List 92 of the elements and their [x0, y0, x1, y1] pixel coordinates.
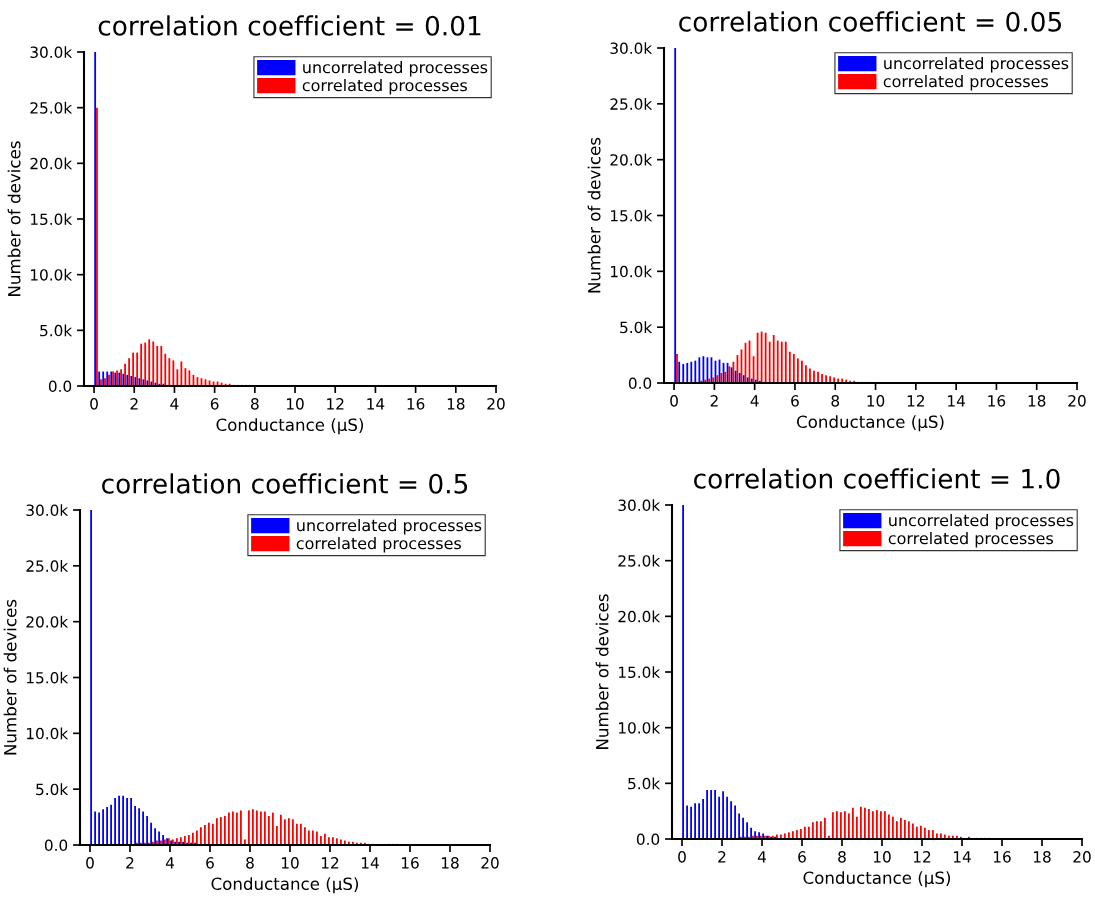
x-axis-title: Conductance (µS): [211, 877, 359, 894]
x-tick-label: 8: [838, 851, 846, 863]
x-tick-label: 10: [286, 398, 304, 410]
y-tick-label: 0.0: [44, 839, 68, 852]
y-tick-label: 5.0k: [36, 783, 69, 796]
y-tick-label: 30.0k: [26, 504, 69, 517]
x-tick-label: 18: [1033, 851, 1051, 863]
y-tick-label: 10.0k: [611, 265, 653, 278]
x-tick-label: 14: [953, 851, 971, 863]
x-tick-label: 2: [130, 398, 138, 410]
y-tick-label: 25.0k: [610, 98, 653, 110]
x-axis-title: Conductance (µS): [796, 415, 944, 432]
y-axis-title: Number of devices: [587, 137, 601, 293]
y-tick-label: 25.0k: [618, 554, 661, 567]
x-tick-label: 12: [321, 857, 339, 869]
x-tick-label: 12: [907, 395, 925, 407]
y-tick-label: 15.0k: [27, 671, 69, 684]
x-tick-label: 4: [750, 395, 759, 407]
x-tick-label: 6: [210, 398, 219, 410]
chart-title: correlation coefficient = 0.5: [102, 473, 468, 494]
chart-title: correlation coefficient = 0.05: [679, 11, 1061, 32]
x-tick-label: 6: [206, 857, 214, 869]
y-tick-label: 30.0k: [618, 499, 661, 512]
x-tick-label: 10: [873, 851, 891, 863]
x-tick-label: 8: [251, 398, 259, 410]
y-tick-label: 25.0k: [26, 560, 69, 572]
legend-label: correlated processes: [883, 74, 1048, 91]
legend-label: uncorrelated processes: [297, 518, 482, 535]
x-tick-label: 4: [170, 398, 179, 410]
chart-title: correlation coefficient = 0.01: [98, 15, 481, 36]
x-tick-label: 16: [401, 857, 419, 869]
y-tick-label: 20.0k: [618, 610, 661, 623]
x-tick-label: 0: [86, 857, 94, 869]
chart-title: correlation coefficient = 1.0: [694, 468, 1060, 489]
y-tick-label: 0.0: [628, 377, 652, 390]
x-tick-label: 8: [831, 395, 840, 407]
x-tick-label: 2: [710, 395, 718, 407]
x-tick-label: 0: [670, 395, 678, 407]
x-tick-label: 16: [407, 398, 425, 410]
y-axis-title: Number of devices: [7, 141, 21, 296]
y-tick-label: 30.0k: [610, 42, 653, 55]
x-axis-title: Conductance (µS): [216, 418, 364, 435]
x-tick-label: 2: [126, 857, 134, 869]
y-tick-label: 15.0k: [611, 209, 653, 222]
x-tick-label: 8: [246, 857, 254, 869]
y-tick-label: 5.0k: [628, 777, 661, 790]
y-tick-label: 10.0k: [27, 727, 69, 740]
legend-label: uncorrelated processes: [889, 513, 1074, 530]
x-tick-label: 20: [481, 857, 499, 869]
y-axis-title: Number of devices: [3, 599, 17, 755]
x-tick-label: 18: [1028, 395, 1046, 407]
x-tick-label: 2: [718, 851, 726, 863]
legend-label: correlated processes: [302, 78, 467, 95]
x-tick-label: 10: [867, 395, 885, 407]
y-tick-label: 10.0k: [31, 268, 73, 281]
y-tick-label: 0.0: [48, 380, 72, 393]
y-tick-label: 15.0k: [619, 666, 661, 679]
x-tick-label: 0: [90, 398, 98, 410]
x-tick-label: 14: [367, 398, 385, 410]
y-tick-label: 0.0: [636, 833, 660, 846]
x-tick-label: 0: [678, 851, 686, 863]
x-tick-label: 6: [791, 395, 799, 407]
y-tick-label: 30.0k: [30, 46, 73, 59]
y-tick-label: 15.0k: [31, 213, 73, 226]
y-tick-label: 5.0k: [40, 324, 73, 337]
x-tick-label: 14: [948, 395, 965, 407]
legend-label: uncorrelated processes: [884, 56, 1069, 73]
x-tick-label: 12: [913, 851, 931, 863]
x-tick-label: 4: [165, 857, 174, 869]
x-tick-label: 10: [281, 857, 299, 869]
x-tick-label: 6: [798, 851, 806, 863]
x-tick-label: 4: [757, 851, 766, 863]
x-tick-label: 20: [1068, 395, 1086, 407]
legend-label: uncorrelated processes: [303, 60, 488, 77]
x-tick-label: 16: [993, 851, 1011, 863]
x-axis-title: Conductance (µS): [803, 871, 951, 888]
x-tick-label: 20: [487, 398, 505, 410]
legend-label: correlated processes: [888, 531, 1053, 548]
y-tick-label: 20.0k: [30, 157, 73, 170]
y-tick-label: 5.0k: [620, 321, 653, 334]
x-tick-label: 20: [1073, 851, 1091, 863]
y-axis-title: Number of devices: [595, 594, 609, 749]
y-tick-label: 20.0k: [26, 615, 69, 628]
y-tick-label: 20.0k: [610, 153, 653, 166]
x-tick-label: 12: [327, 398, 344, 410]
x-tick-label: 18: [447, 398, 465, 410]
x-tick-label: 18: [441, 857, 459, 869]
x-tick-label: 16: [988, 395, 1006, 407]
y-tick-label: 25.0k: [30, 101, 73, 114]
legend-label: correlated processes: [296, 536, 461, 553]
x-tick-label: 14: [361, 857, 379, 869]
y-tick-label: 10.0k: [619, 721, 661, 734]
